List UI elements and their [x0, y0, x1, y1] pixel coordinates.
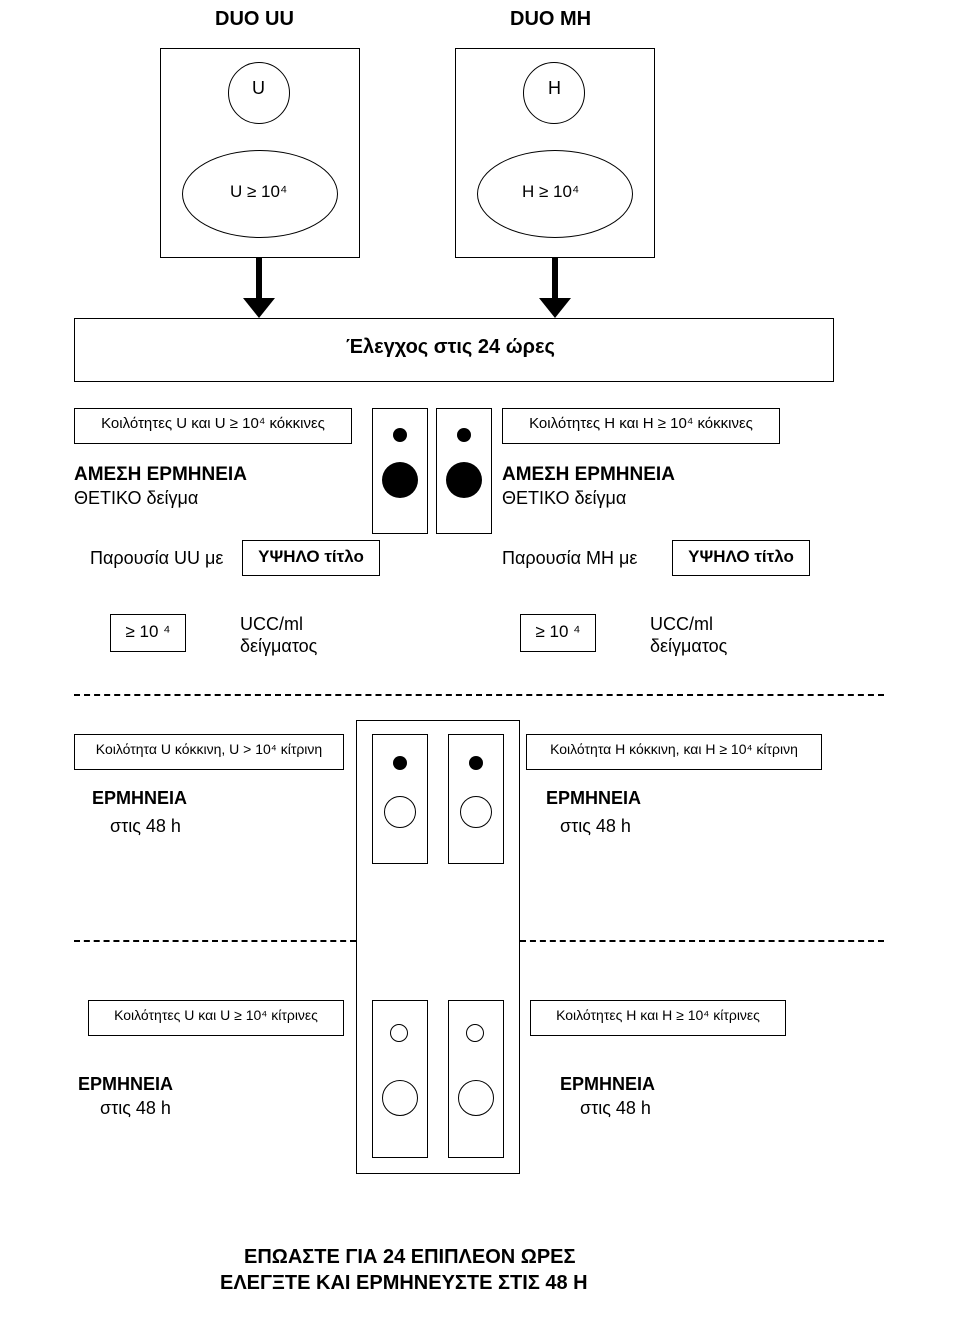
arrow-u-stem: [256, 258, 262, 298]
row2-well-left-dot: [393, 756, 407, 770]
row1-well-right-dot1: [457, 428, 471, 442]
row2-right-48: στις 48 h: [560, 816, 631, 837]
row1-left-box: Κοιλότητες U και U ≥ 10⁴ κόκκινες: [74, 408, 352, 444]
row3-well-right-circle1: [466, 1024, 484, 1042]
row1-right-interp1: ΑΜΕΣΗ ΕΡΜΗΝΕΙΑ: [502, 464, 675, 486]
row2-left-interp: ΕΡΜΗΝΕΙΑ: [92, 788, 187, 809]
header-duo-uu: DUO UU: [215, 8, 294, 31]
arrow-h-head: [539, 298, 571, 318]
header-duo-mh: DUO MH: [510, 8, 591, 31]
row1-left-hightitle: ΥΨΗΛΟ τίτλο: [242, 540, 380, 576]
row3-right-box: Κοιλότητες H και H ≥ 10⁴ κίτρινες: [530, 1000, 786, 1036]
row1-right-hightitle: ΥΨΗΛΟ τίτλο: [672, 540, 810, 576]
row3-left-box: Κοιλότητες U και U ≥ 10⁴ κίτρινες: [88, 1000, 344, 1036]
row3-right-interp: ΕΡΜΗΝΕΙΑ: [560, 1074, 655, 1095]
row3-well-left-circle2: [382, 1080, 418, 1116]
row1-well-left-dot2: [382, 462, 418, 498]
arrow-u-head: [243, 298, 275, 318]
row2-well-right-circle: [460, 796, 492, 828]
row1-well-left-dot1: [393, 428, 407, 442]
dash-divider-2-left: [74, 940, 356, 942]
row1-left-interp1: ΑΜΕΣΗ ΕΡΜΗΝΕΙΑ: [74, 464, 247, 486]
footer-line2: ΕΛΕΓΞΤΕ ΚΑΙ ΕΡΜΗΝΕΥΣΤΕ ΣΤΙΣ 48 H: [220, 1272, 588, 1295]
row1-right-ucc2: δείγματος: [650, 636, 727, 657]
row3-right-48: στις 48 h: [580, 1098, 651, 1119]
plate-u-expr: U ≥ 10⁴: [230, 182, 287, 202]
plate-h-label: H: [548, 78, 561, 99]
row1-right-interp2: ΘΕΤΙΚΟ δείγμα: [502, 488, 626, 509]
row3-left-interp: ΕΡΜΗΝΕΙΑ: [78, 1074, 173, 1095]
row2-right-box: Κοιλότητα H κόκκινη, και H ≥ 10⁴ κίτρινη: [526, 734, 822, 770]
row3-well-left-circle1: [390, 1024, 408, 1042]
row1-right-presence: Παρουσία MH με: [502, 548, 637, 569]
row1-right-ge: ≥ 10 ⁴: [520, 614, 596, 652]
row1-left-interp2: ΘΕΤΙΚΟ δείγμα: [74, 488, 198, 509]
row1-left-presence: Παρουσία UU με: [90, 548, 223, 569]
row2-left-box: Κοιλότητα U κόκκινη, U > 10⁴ κίτρινη: [74, 734, 344, 770]
row1-right-ucc1: UCC/ml: [650, 614, 713, 635]
row2-well-left-circle: [384, 796, 416, 828]
check-24-text: Έλεγχος στις 24 ώρες: [346, 336, 555, 359]
row1-left-ucc2: δείγματος: [240, 636, 317, 657]
row1-left-ge: ≥ 10 ⁴: [110, 614, 186, 652]
row1-left-ucc1: UCC/ml: [240, 614, 303, 635]
dash-divider-1: [74, 694, 884, 696]
row2-well-right-dot: [469, 756, 483, 770]
footer-line1: ΕΠΩΑΣΤΕ ΓΙΑ 24 ΕΠΙΠΛΕΟΝ ΩΡΕΣ: [244, 1246, 576, 1269]
dash-divider-2-right: [520, 940, 884, 942]
row2-right-interp: ΕΡΜΗΝΕΙΑ: [546, 788, 641, 809]
row1-well-right-dot2: [446, 462, 482, 498]
row1-right-box: Κοιλότητες H και H ≥ 10⁴ κόκκινες: [502, 408, 780, 444]
arrow-h-stem: [552, 258, 558, 298]
plate-h-expr: H ≥ 10⁴: [522, 182, 579, 202]
row3-well-right-circle2: [458, 1080, 494, 1116]
row2-left-48: στις 48 h: [110, 816, 181, 837]
plate-u-label: U: [252, 78, 265, 99]
row3-left-48: στις 48 h: [100, 1098, 171, 1119]
